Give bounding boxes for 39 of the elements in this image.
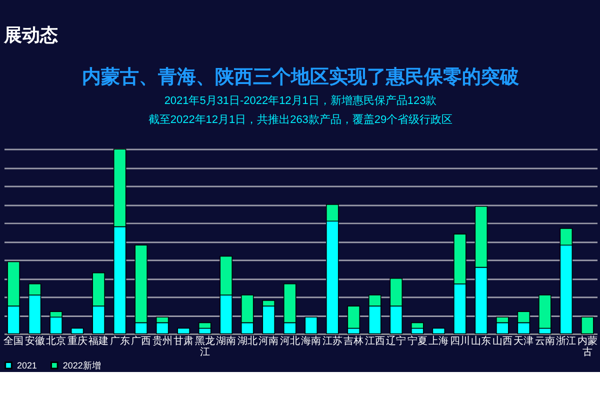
x-tick-label: 山东	[471, 335, 492, 348]
x-tick-label: 湖南	[216, 335, 236, 348]
x-tick-label: 重庆	[67, 335, 88, 348]
bar	[70, 328, 84, 334]
x-tick-label: 安徽	[24, 335, 45, 348]
x-tick-label: 广东	[110, 335, 130, 348]
bar	[177, 328, 190, 334]
x-tick-label: 黑龙江	[194, 335, 215, 358]
text: 2021年5月31日-2022年12月1日，新增惠民保产品123款	[164, 95, 437, 108]
x-tick-label: 云南	[534, 335, 555, 348]
x-tick-label: 四川	[450, 335, 470, 348]
bar	[304, 316, 318, 334]
x-tick-label: 浙江	[556, 335, 576, 348]
text: 截至2022年12月1日，共推出263款产品，覆盖29个省级行政区	[148, 114, 453, 126]
legend-label: 2021	[16, 360, 37, 370]
chart-title: 内蒙古、青海、陕西三个地区实现了惠民保零的突破	[82, 66, 520, 88]
x-tick-label: 上海	[428, 335, 449, 348]
x-tick-label: 辽宁	[386, 335, 406, 348]
x-tick-label: 广西	[131, 335, 152, 348]
x-tick-label: 湖北	[237, 335, 258, 348]
bar	[581, 316, 594, 334]
x-tick-label: 江苏	[322, 335, 342, 348]
x-tick-label: 宁夏	[407, 335, 428, 348]
x-tick-label: 内蒙古	[577, 335, 598, 358]
x-tick-label: 福建	[88, 335, 109, 348]
text: 展动态	[2, 25, 58, 46]
x-tick-label: 河北	[280, 335, 300, 348]
x-tick-label: 海南	[301, 335, 322, 348]
x-tick-label: 山西	[492, 335, 512, 348]
bar	[432, 328, 446, 334]
x-tick-label: 河南	[258, 335, 279, 348]
x-tick-label: 吉林	[344, 335, 364, 348]
x-tick-label: 江西	[364, 335, 385, 348]
x-tick-label: 天津	[514, 335, 534, 348]
x-tick-label: 全国	[4, 335, 24, 348]
x-tick-label: 贵州	[152, 335, 172, 348]
x-tick-label: 北京	[46, 335, 66, 348]
legend-label: 2022新增	[62, 360, 101, 370]
x-tick-label: 甘肃	[174, 335, 194, 348]
